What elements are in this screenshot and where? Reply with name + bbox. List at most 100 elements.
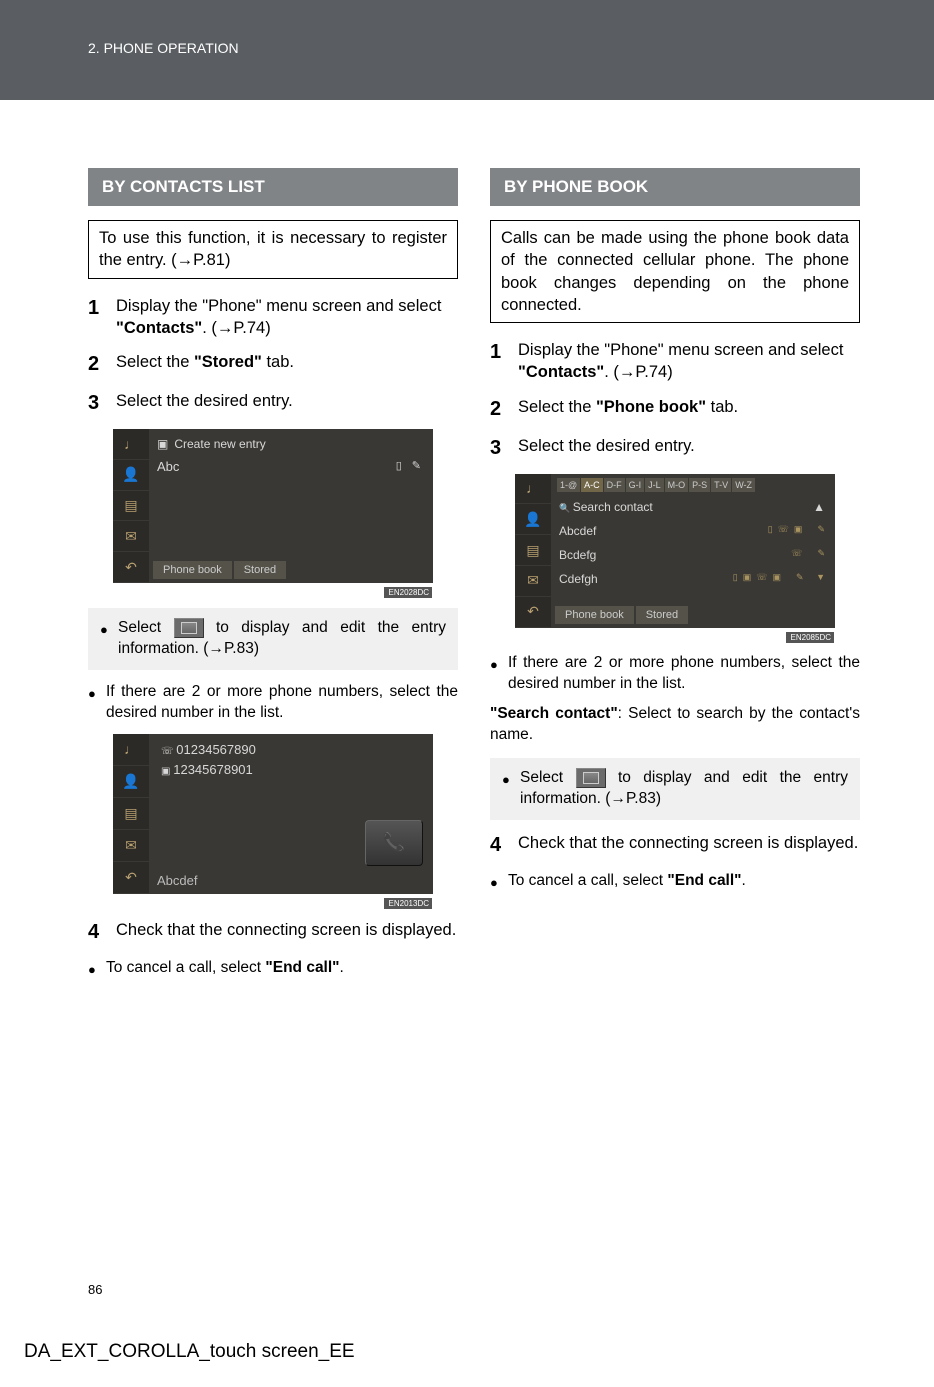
alpha-tab: W-Z: [732, 478, 755, 492]
contacts-icon: 👤: [113, 766, 149, 798]
bullet-text: Select to display and edit the entry inf…: [520, 768, 848, 810]
ss-sidebar: ♩ 👤 ▤ ✉ ↶: [113, 429, 149, 583]
right-step-2: 2 Select the "Phone book" tab.: [490, 396, 860, 423]
breadcrumb: 2. PHONE OPERATION: [88, 40, 239, 56]
step-text: Select the "Stored" tab.: [116, 351, 458, 378]
tab-stored: Stored: [234, 561, 286, 579]
right-column: BY PHONE BOOK Calls can be made using th…: [490, 168, 860, 989]
screenshot-phonebook: ♩ 👤 ▤ ✉ ↶ 1-@ A-C D-F G-I J-L M-O P-S T-…: [515, 474, 835, 628]
landline-icon: ☏: [161, 746, 176, 757]
ss-sidebar: ♩ 👤 ▤ ✉ ↶: [515, 474, 551, 628]
edit-button-icon: [174, 618, 204, 638]
left-step-2: 2 Select the "Stored" tab.: [88, 351, 458, 378]
step-number: 3: [490, 435, 506, 462]
phone-icon: ♩: [113, 734, 149, 766]
search-icon: 🔍: [559, 503, 573, 513]
alpha-tab: P-S: [689, 478, 710, 492]
alpha-tab: T-V: [711, 478, 731, 492]
bullet-text: To cancel a call, select "End call".: [106, 958, 458, 979]
alpha-tab: J-L: [645, 478, 664, 492]
contact-row-3: Cdefgh ▯▣☏▣ ✎ ▼: [559, 572, 825, 586]
ss-sidebar: ♩ 👤 ▤ ✉ ↶: [113, 734, 149, 894]
step-text: Select the desired entry.: [518, 435, 860, 462]
tab-row: Phone book Stored: [153, 561, 286, 579]
number-row-1: ☏ 01234567890: [161, 742, 256, 757]
bullet-icon: ●: [502, 768, 512, 810]
right-intro: Calls can be made using the phone book d…: [490, 220, 860, 323]
dial-button: 📞: [365, 820, 423, 866]
screenshot-caption: EN2085DC: [786, 632, 834, 643]
step-number: 2: [88, 351, 104, 378]
step-text: Display the "Phone" menu screen and sele…: [518, 339, 860, 384]
step-text: Display the "Phone" menu screen and sele…: [116, 295, 458, 340]
back-icon: ↶: [515, 597, 551, 628]
phone-icon: ♩: [515, 474, 551, 505]
search-row: 🔍 Search contact ▲: [559, 500, 825, 514]
step-number: 2: [490, 396, 506, 423]
number-row-2: ▣ 12345678901: [161, 762, 253, 777]
right-step-3: 3 Select the desired entry.: [490, 435, 860, 462]
step-text: Select the "Phone book" tab.: [518, 396, 860, 423]
tab-phonebook: Phone book: [555, 606, 634, 624]
alpha-tab: 1-@: [557, 478, 580, 492]
back-icon: ↶: [113, 552, 149, 583]
list-icon: ▤: [113, 798, 149, 830]
bullet-icon: ●: [490, 653, 500, 695]
bullet-icon: ●: [490, 871, 500, 892]
step-text: Check that the connecting screen is disp…: [518, 832, 860, 859]
phone-icon: ♩: [113, 429, 149, 460]
step-number: 1: [88, 295, 104, 340]
right-shade-select: ● Select to display and edit the entry i…: [490, 758, 860, 820]
alpha-tab: M-O: [665, 478, 689, 492]
step-text: Check that the connecting screen is disp…: [116, 919, 458, 946]
tab-row: Phone book Stored: [555, 606, 688, 624]
step-number: 1: [490, 339, 506, 384]
mobile-icon: ▯: [396, 459, 402, 472]
list-icon: ▤: [113, 491, 149, 522]
bullet-text: If there are 2 or more phone numbers, se…: [106, 682, 458, 724]
mail-icon: ✉: [515, 566, 551, 597]
screenshot-caption: EN2028DC: [384, 587, 432, 598]
screenshot-numbers: ♩ 👤 ▤ ✉ ↶ ☏ 01234567890 ▣ 12345678901 📞 …: [113, 734, 433, 894]
contacts-icon: 👤: [113, 460, 149, 491]
left-title: BY CONTACTS LIST: [88, 168, 458, 206]
contact-name-label: Abcdef: [157, 873, 197, 888]
step-number: 4: [88, 919, 104, 946]
edit-icon: ✎: [412, 459, 421, 472]
right-step-1: 1 Display the "Phone" menu screen and se…: [490, 339, 860, 384]
bullet-icon: ●: [88, 682, 98, 724]
left-intro: To use this function, it is necessary to…: [88, 220, 458, 279]
header-band: 2. PHONE OPERATION: [0, 0, 934, 100]
screenshot-caption: EN2013DC: [384, 898, 432, 909]
step-number: 4: [490, 832, 506, 859]
alpha-tab: D-F: [604, 478, 625, 492]
left-step-1: 1 Display the "Phone" menu screen and se…: [88, 295, 458, 340]
tab-phonebook: Phone book: [153, 561, 232, 579]
left-step-4: 4 Check that the connecting screen is di…: [88, 919, 458, 946]
tab-stored: Stored: [636, 606, 688, 624]
up-arrow-icon: ▲: [813, 500, 825, 514]
office-icon: ▣: [161, 766, 173, 777]
bullet-icon: ●: [100, 618, 110, 660]
edit-button-icon: [576, 768, 606, 788]
entry-abc: Abc: [157, 459, 179, 474]
bullet-icon: ●: [88, 958, 98, 979]
left-bullet-nums: ● If there are 2 or more phone numbers, …: [88, 682, 458, 724]
page-number: 86: [88, 1282, 102, 1297]
contacts-icon: 👤: [515, 504, 551, 535]
content-area: BY CONTACTS LIST To use this function, i…: [0, 100, 934, 989]
right-bullet-nums: ● If there are 2 or more phone numbers, …: [490, 653, 860, 695]
right-cancel: ● To cancel a call, select "End call".: [490, 871, 860, 892]
mail-icon: ✉: [113, 521, 149, 552]
step-text: Select the desired entry.: [116, 390, 458, 417]
back-icon: ↶: [113, 862, 149, 894]
right-step-4: 4 Check that the connecting screen is di…: [490, 832, 860, 859]
left-column: BY CONTACTS LIST To use this function, i…: [88, 168, 458, 989]
alpha-tab: G-I: [626, 478, 645, 492]
mail-icon: ✉: [113, 830, 149, 862]
left-cancel: ● To cancel a call, select "End call".: [88, 958, 458, 979]
search-contact-desc: "Search contact": Select to search by th…: [490, 704, 860, 746]
list-icon: ▤: [515, 535, 551, 566]
alpha-tab: A-C: [581, 478, 603, 492]
step-number: 3: [88, 390, 104, 417]
